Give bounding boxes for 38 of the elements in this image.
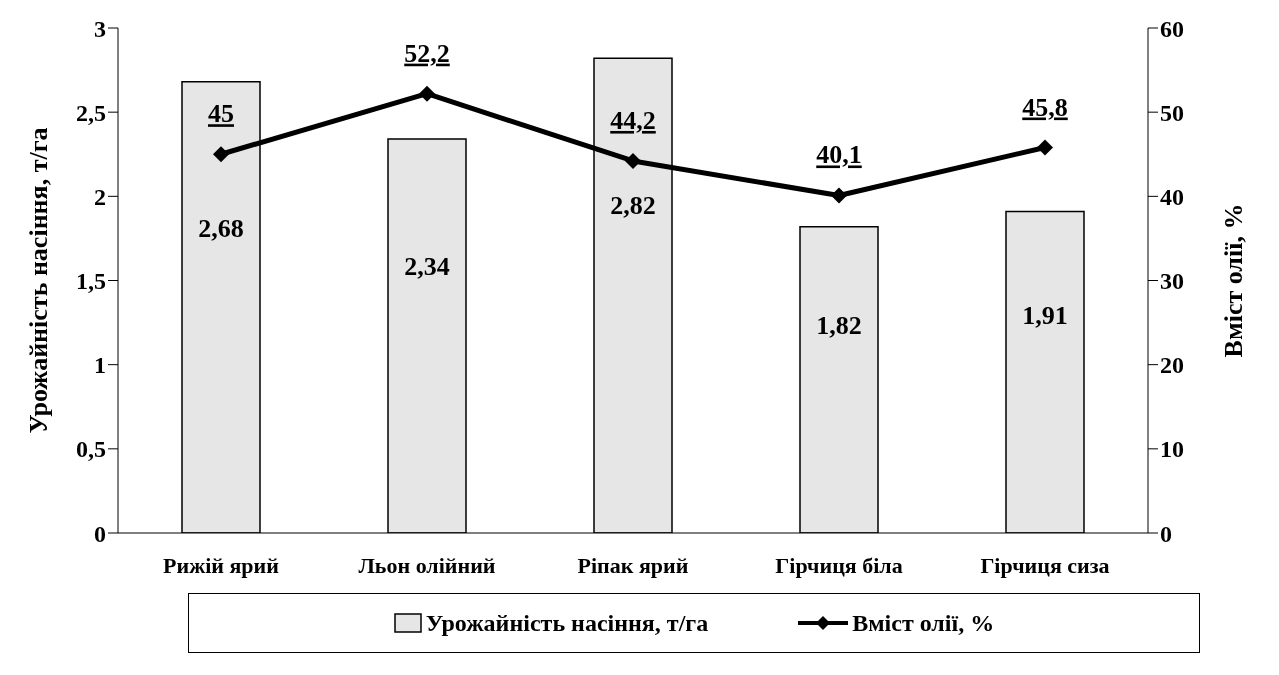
- y-tick-label: 3: [94, 15, 106, 42]
- x-tick-label: Ріпак ярий: [577, 552, 689, 578]
- legend-label: Вміст олії, %: [852, 609, 995, 637]
- point: [419, 85, 435, 102]
- y-tick-label: 0: [94, 520, 106, 547]
- data-label: 44,2: [610, 105, 656, 135]
- y2-tick-label: 10: [1160, 436, 1184, 463]
- y2-tick-label: 40: [1160, 183, 1184, 210]
- y-tick-label: 1: [94, 352, 106, 379]
- data-label: 40,1: [816, 140, 862, 170]
- point: [831, 187, 847, 204]
- y2-tick-label: 50: [1160, 99, 1184, 126]
- y2-tick-label: 60: [1160, 15, 1184, 42]
- y-tick-label: 0,5: [76, 436, 106, 463]
- legend-label: Урожайність насіння, т/га: [425, 609, 709, 637]
- x-tick-label: Льон олійний: [358, 552, 496, 578]
- y2-tick-label: 20: [1160, 352, 1184, 379]
- point: [1037, 139, 1053, 156]
- y2-tick-label: 0: [1160, 520, 1172, 547]
- y2-axis-title: Вміст олії, %: [1219, 203, 1249, 358]
- x-tick-label: Гірчиця сиза: [980, 552, 1110, 578]
- y-tick-label: 2,5: [76, 99, 106, 126]
- point: [213, 146, 229, 163]
- data-label: 1,82: [816, 310, 862, 340]
- data-label: 45,8: [1022, 92, 1068, 122]
- data-label: 1,91: [1022, 300, 1068, 330]
- x-tick-label: Рижій ярий: [163, 552, 280, 578]
- data-label: 45: [208, 99, 234, 129]
- data-label: 2,34: [404, 252, 450, 282]
- point: [625, 152, 641, 169]
- x-tick-label: Гірчиця біла: [775, 552, 903, 578]
- y-tick-label: 1,5: [76, 268, 106, 295]
- y-axis-title: Урожайність насіння, т/га: [24, 127, 54, 434]
- y2-tick-label: 30: [1160, 268, 1184, 295]
- data-label: 2,68: [198, 213, 244, 243]
- data-label: 2,82: [610, 191, 656, 221]
- y-tick-label: 2: [94, 183, 106, 210]
- data-label: 52,2: [404, 38, 450, 68]
